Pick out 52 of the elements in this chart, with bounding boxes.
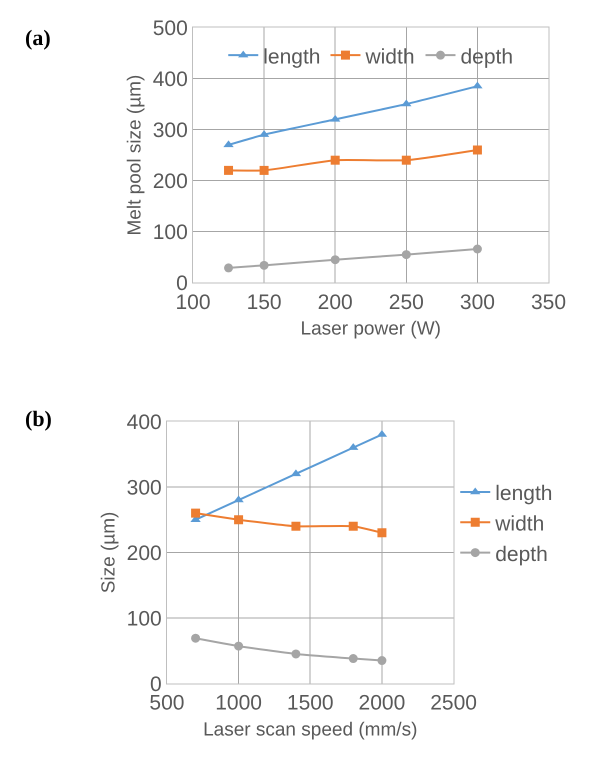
y-tick-label: 400	[126, 410, 162, 434]
x-tick-label: 1000	[215, 692, 262, 715]
point	[330, 114, 340, 122]
y-tick-label: 200	[126, 542, 162, 565]
legend-label: depth	[495, 542, 548, 566]
y-tick-label: 200	[152, 170, 188, 193]
point	[291, 649, 300, 658]
y-tick-label: 300	[126, 476, 162, 500]
y-tick-label: 500	[152, 16, 188, 40]
y-tick-label: 0	[150, 672, 162, 696]
x-tick-label: 150	[246, 290, 282, 314]
chart-title: (a)	[25, 25, 51, 50]
legend-label: width	[364, 45, 414, 68]
point	[377, 656, 386, 665]
point	[191, 634, 200, 643]
x-tick-label: 1500	[286, 692, 334, 715]
point	[402, 250, 411, 260]
point	[472, 145, 482, 154]
x-tick-label: 300	[460, 290, 495, 314]
point	[224, 166, 234, 175]
x-tick-label: 250	[388, 290, 424, 314]
point	[330, 156, 340, 165]
point	[348, 522, 358, 531]
legend-label: length	[263, 45, 320, 68]
point	[224, 263, 234, 272]
point	[348, 654, 358, 664]
y-tick-label: 400	[152, 68, 188, 91]
legend-label: length	[495, 482, 552, 506]
point	[330, 255, 340, 264]
x-axis-title: Laser power (W)	[300, 318, 441, 340]
x-tick-label: 200	[318, 290, 353, 314]
x-tick-label: 350	[530, 290, 566, 314]
point	[191, 508, 200, 518]
point	[234, 642, 244, 651]
chart-title: (b)	[25, 406, 52, 431]
x-tick-label: 2500	[430, 692, 477, 715]
point	[472, 244, 482, 254]
point	[291, 522, 300, 531]
y-tick-label: 300	[152, 118, 188, 142]
point	[402, 156, 411, 165]
y-axis-title: Size (µm)	[98, 512, 120, 594]
y-tick-label: 100	[152, 221, 188, 244]
point	[260, 260, 269, 270]
point	[234, 515, 244, 524]
y-tick-label: 100	[126, 607, 162, 630]
legend-label: width	[494, 512, 544, 536]
legend-label: depth	[460, 45, 514, 68]
point	[260, 166, 269, 175]
y-axis-title: Melt pool size (µm)	[124, 74, 146, 236]
point	[377, 528, 386, 538]
x-axis-title: Laser scan speed (mm/s)	[203, 719, 418, 740]
x-tick-label: 2000	[358, 692, 406, 715]
